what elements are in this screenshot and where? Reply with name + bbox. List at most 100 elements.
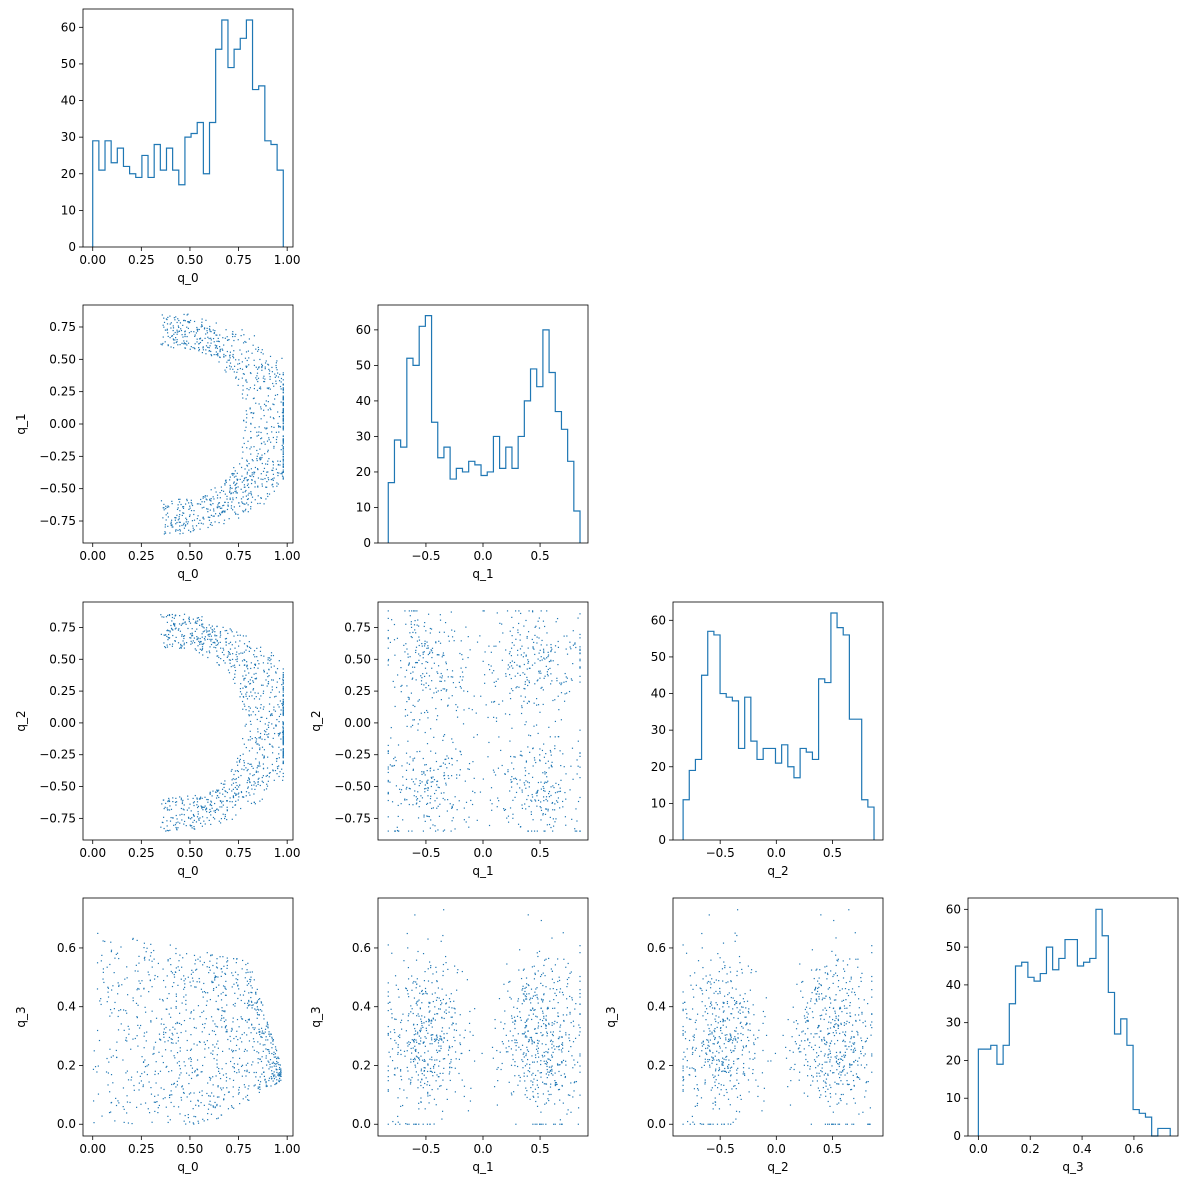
scatter-point [235, 794, 237, 796]
scatter-point [194, 794, 196, 797]
scatter-point [449, 1001, 452, 1003]
scatter-point [276, 436, 278, 438]
scatter-point [208, 635, 210, 637]
scatter-point [556, 989, 558, 991]
scatter-point [427, 1032, 429, 1034]
scatter-point [461, 654, 463, 656]
scatter-point [246, 1034, 248, 1036]
scatter-point [174, 517, 176, 519]
scatter-point [537, 1086, 539, 1089]
scatter-point [202, 996, 204, 998]
scatter-point [496, 806, 498, 808]
scatter-point [236, 482, 238, 484]
scatter-point [200, 1102, 202, 1104]
scatter-point [281, 444, 283, 447]
scatter-point [215, 986, 218, 988]
scatter-point [179, 322, 182, 324]
y-tick-label: 40 [651, 687, 666, 701]
scatter-point [246, 770, 248, 772]
x-axis-label: q_1 [472, 864, 493, 878]
scatter-point [175, 1042, 177, 1044]
scatter-point [172, 797, 174, 799]
scatter-point [279, 771, 281, 773]
scatter-point [421, 773, 423, 776]
scatter-point [423, 651, 425, 653]
scatter-point [220, 486, 222, 488]
scatter-point [177, 529, 179, 531]
scatter-point [171, 1038, 173, 1041]
scatter-point [267, 676, 269, 678]
scatter-point [256, 455, 258, 457]
scatter-point [282, 462, 284, 464]
scatter-point [436, 797, 438, 799]
scatter-point [258, 998, 260, 1001]
scatter-point [242, 389, 244, 391]
scatter-point [387, 1009, 389, 1012]
scatter-point [191, 977, 194, 979]
scatter-point [222, 349, 224, 351]
scatter-point [237, 793, 239, 795]
scatter-point [558, 1070, 560, 1073]
scatter-point [209, 804, 211, 806]
scatter-point [559, 1030, 561, 1032]
scatter-point [257, 692, 259, 694]
scatter-point [190, 640, 192, 642]
scatter-point [272, 1061, 274, 1063]
scatter-point [180, 503, 182, 506]
scatter-point [213, 515, 215, 517]
scatter-point [469, 1031, 471, 1033]
scatter-point [163, 1036, 165, 1038]
scatter-point [282, 459, 284, 461]
scatter-point [551, 1024, 553, 1026]
scatter-point [273, 1051, 275, 1053]
scatter-point [427, 779, 429, 781]
scatter-point [209, 503, 212, 505]
scatter-point [456, 716, 459, 718]
scatter-point [247, 681, 250, 683]
scatter-point [183, 1092, 185, 1094]
scatter-point [514, 1020, 517, 1022]
scatter-point [181, 966, 183, 968]
scatter-point [505, 673, 507, 675]
scatter-point [176, 1084, 179, 1086]
scatter-point [249, 981, 251, 983]
scatter-point [154, 1110, 156, 1113]
scatter-point [219, 822, 222, 824]
scatter-point [558, 790, 560, 793]
scatter-point [209, 638, 211, 641]
x-tick-label: 1.00 [274, 549, 301, 563]
scatter-point [121, 984, 123, 986]
scatter-point [548, 1071, 551, 1073]
scatter-point [519, 1080, 521, 1082]
scatter-point [172, 329, 174, 332]
scatter-point [266, 785, 269, 787]
scatter-point [254, 1008, 256, 1010]
scatter-point [427, 661, 429, 664]
scatter-point [216, 1059, 218, 1061]
scatter-point [230, 666, 232, 668]
scatter-point [417, 729, 419, 731]
scatter-point [520, 750, 522, 752]
scatter-point [407, 1045, 409, 1047]
scatter-point [166, 506, 168, 508]
scatter-point [238, 359, 240, 361]
scatter-point [139, 1075, 141, 1077]
scatter-point [166, 635, 168, 638]
scatter-point [231, 473, 233, 475]
scatter-point [212, 816, 215, 819]
scatter-point [272, 1074, 275, 1076]
scatter-point [579, 1003, 581, 1005]
scatter-point [125, 1010, 127, 1012]
scatter-point [270, 713, 272, 715]
scatter-point [228, 339, 230, 341]
scatter-point [198, 350, 200, 352]
scatter-point [267, 657, 269, 659]
scatter-point [178, 1022, 181, 1024]
scatter-point [278, 746, 280, 748]
scatter-point [215, 322, 217, 324]
scatter-point [253, 698, 256, 700]
scatter-point [395, 1018, 397, 1021]
scatter-point [222, 1087, 224, 1089]
scatter-point [201, 1011, 203, 1014]
